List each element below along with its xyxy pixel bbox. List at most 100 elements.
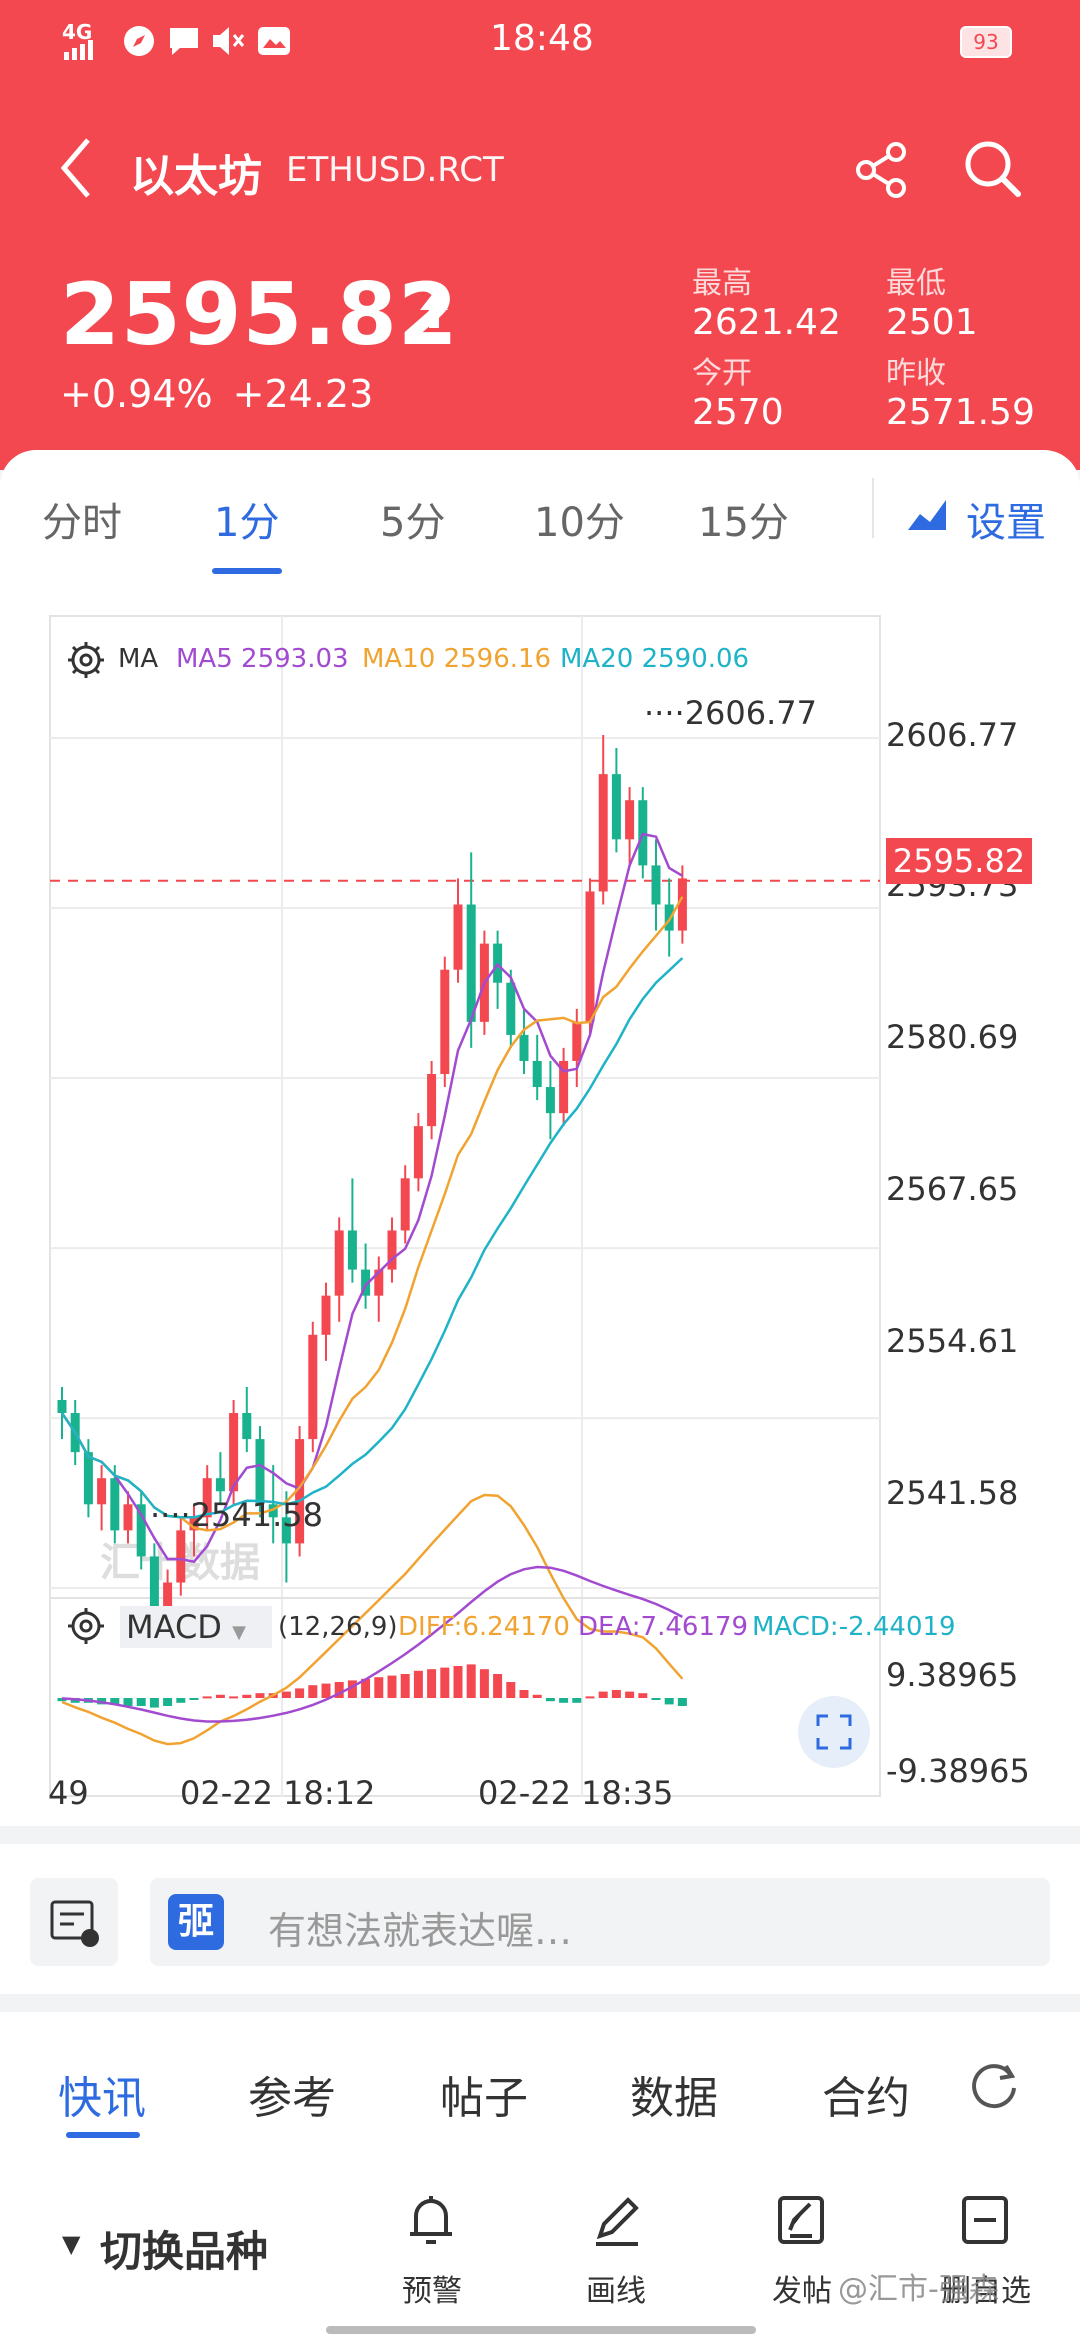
macd-bar [651, 1698, 661, 1700]
post-edit-icon[interactable] [772, 2190, 830, 2250]
back-icon[interactable] [56, 136, 96, 200]
x-tick-1: 49 [48, 1774, 89, 1812]
tab-5min[interactable]: 5分 [380, 500, 446, 546]
macd-bar [400, 1674, 410, 1698]
macd-bar [387, 1675, 397, 1698]
candle-body [572, 1021, 582, 1061]
macd-bar [519, 1690, 529, 1698]
macd-settings-icon[interactable] [66, 1606, 106, 1646]
dea-line [61, 1565, 683, 1723]
y-tick-4: 2567.65 [886, 1170, 1019, 1208]
macd-bar [427, 1669, 437, 1698]
ma20-legend: MA20 2590.06 [560, 644, 750, 674]
macd-axis-top: 9.38965 [886, 1656, 1019, 1694]
macd-bar [493, 1674, 503, 1698]
remove-watchlist-icon[interactable] [956, 2190, 1014, 2250]
signal-icon [64, 40, 93, 60]
candle-body [268, 1504, 278, 1518]
quote-header: 4G 18:48 93 以太坊 ETHUSD.RCT 2595.82 +0.94… [0, 0, 1080, 470]
emoji-icon[interactable]: 弬 [168, 1894, 224, 1950]
ma5-legend: MA5 2593.03 [176, 644, 349, 674]
draw-pen-icon[interactable] [588, 2190, 646, 2250]
ma10-legend: MA10 2596.16 [362, 644, 552, 674]
tab-15min[interactable]: 15分 [698, 500, 789, 546]
tool-alert[interactable]: 预警 [402, 2274, 462, 2309]
tab-10min[interactable]: 10分 [534, 500, 625, 546]
refresh-icon[interactable] [966, 2058, 1022, 2114]
macd-bar [598, 1691, 608, 1698]
page-title: 以太坊 [130, 151, 262, 202]
active-tab-indicator [212, 568, 282, 574]
macd-histogram [57, 1493, 687, 1746]
tab-reference[interactable]: 参考 [248, 2073, 336, 2124]
settings-button[interactable]: 设置 [966, 500, 1046, 546]
tab-1min[interactable]: 1分 [214, 500, 280, 546]
tab-contract[interactable]: 合约 [822, 2073, 910, 2124]
macd-bar [479, 1669, 489, 1698]
tab-posts[interactable]: 帖子 [440, 2073, 528, 2124]
tool-remove[interactable]: 删自选 [941, 2274, 1031, 2309]
macd-bar [374, 1677, 384, 1698]
macd-bar [176, 1698, 186, 1703]
news-button[interactable] [30, 1878, 118, 1966]
macd-bar [506, 1682, 516, 1698]
min-price-label: 2541.58 [190, 1496, 324, 1534]
candle-body [242, 1413, 252, 1440]
candle-body [229, 1413, 239, 1492]
candle-body [149, 1556, 159, 1622]
candle-body [400, 1178, 410, 1231]
y-tick-1: 2606.77 [886, 716, 1019, 754]
compass-icon [124, 26, 154, 56]
alert-bell-icon[interactable] [402, 2190, 460, 2250]
comment-bar: 弬 有想法就表达喔… [0, 1844, 1080, 1994]
ma-lines [60, 832, 684, 1564]
macd-bar [163, 1698, 173, 1706]
macd-bar [149, 1698, 159, 1708]
high-label: 最高 [692, 266, 752, 301]
macd-bar [136, 1698, 146, 1706]
min-price-marker: ····2541.58 [150, 1496, 324, 1534]
comment-placeholder: 有想法就表达喔… [268, 1909, 573, 1953]
macd-bar [664, 1698, 674, 1705]
caret-down-icon: ▼ [62, 2230, 81, 2258]
macd-bar [189, 1698, 199, 1700]
tool-post[interactable]: 发帖 [772, 2274, 832, 2309]
candle-body [123, 1504, 133, 1531]
macd-bar [677, 1698, 687, 1706]
notepad-icon [50, 1900, 99, 1947]
indicator-dropdown[interactable]: MACD ▼ [120, 1606, 272, 1648]
macd-bar [532, 1694, 542, 1698]
candle-body [413, 1126, 423, 1179]
switch-symbol-button[interactable]: 切换品种 [100, 2227, 269, 2276]
ma-settings-icon[interactable] [66, 640, 106, 680]
fullscreen-icon [816, 1714, 852, 1750]
macd-bar [308, 1685, 318, 1698]
chart-settings-icon[interactable] [906, 494, 950, 534]
prev-close-label: 昨收 [886, 356, 946, 391]
share-icon[interactable] [852, 140, 912, 200]
dropdown-caret-icon: ▼ [232, 1622, 246, 1643]
macd-bar [110, 1698, 120, 1705]
macd-bar [559, 1698, 569, 1703]
message-icon [170, 28, 198, 55]
macd-legend: MACD:-2.44019 [752, 1612, 956, 1642]
candle-body [598, 774, 608, 892]
price-change: +0.94% +24.23 [60, 372, 373, 416]
candle-body [281, 1517, 291, 1544]
kline-chart[interactable]: 汇十数据 [0, 576, 1080, 1826]
candle-body [334, 1230, 344, 1296]
candle-body [97, 1478, 107, 1505]
search-icon[interactable] [962, 138, 1024, 200]
tab-data[interactable]: 数据 [630, 2073, 718, 2124]
status-time: 18:48 [490, 18, 594, 59]
tab-news[interactable]: 快讯 [58, 2073, 146, 2124]
comment-input[interactable]: 弬 有想法就表达喔… [150, 1878, 1050, 1966]
candle-body [255, 1439, 265, 1505]
tool-draw[interactable]: 画线 [586, 2274, 646, 2309]
macd-bar [281, 1691, 291, 1698]
tab-divider [872, 478, 874, 538]
fullscreen-button[interactable] [798, 1696, 870, 1768]
tab-timeshare[interactable]: 分时 [42, 500, 122, 546]
ma5-line [60, 832, 684, 1564]
y-tick-6: 2541.58 [886, 1474, 1019, 1512]
